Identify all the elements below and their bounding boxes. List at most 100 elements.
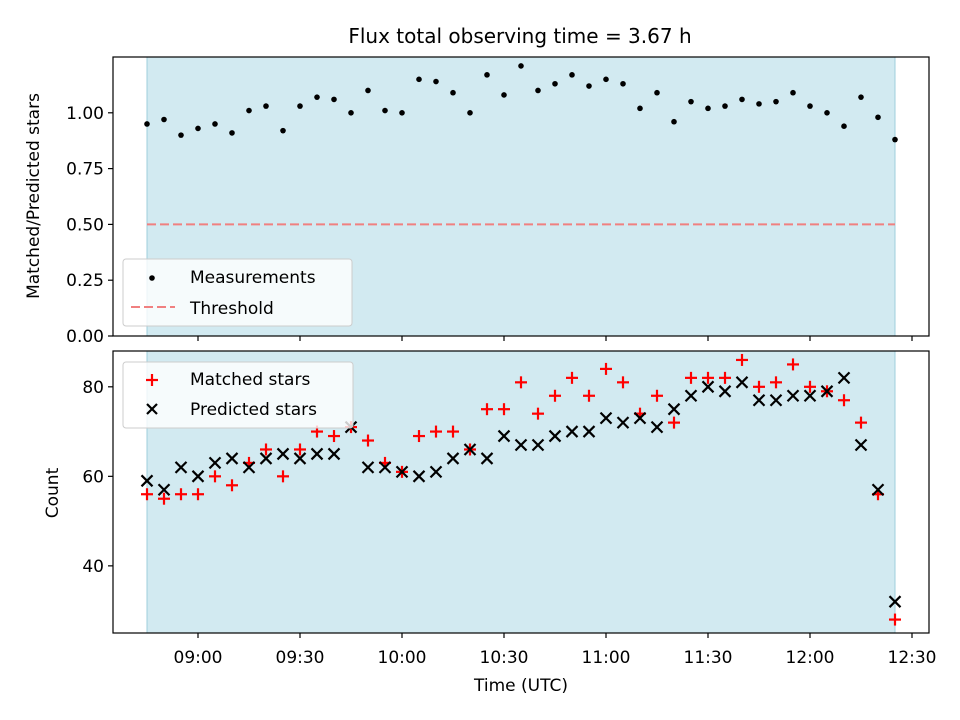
legend-matched-label: Matched stars xyxy=(190,370,310,390)
matched-star-point xyxy=(532,407,544,420)
matched-star-point xyxy=(260,443,272,456)
matched-star-point xyxy=(770,376,782,389)
predicted-star-point xyxy=(395,465,409,479)
measurement-point xyxy=(654,89,660,96)
measurement-point xyxy=(807,103,813,109)
predicted-star-point xyxy=(803,389,817,403)
top-x-ticks xyxy=(197,336,913,341)
matched-star-point xyxy=(838,394,850,407)
predicted-star-point xyxy=(650,420,664,434)
measurement-point xyxy=(875,114,881,121)
matched-star-point xyxy=(855,416,867,429)
measurement-point xyxy=(246,107,252,114)
predicted-star-point xyxy=(769,393,783,407)
predicted-star-point xyxy=(497,429,511,443)
measurement-point xyxy=(416,76,422,83)
matched-star-point xyxy=(600,362,612,375)
measurement-point xyxy=(144,121,150,127)
x-tick-label: 10:00 xyxy=(378,648,427,668)
predicted-star-point xyxy=(633,411,647,425)
predicted-star-point xyxy=(327,447,341,461)
measurement-point xyxy=(348,110,354,116)
legend-predicted-marker xyxy=(146,403,158,415)
matched-star-point xyxy=(685,371,697,384)
predicted-star-point xyxy=(599,411,613,425)
measurement-point xyxy=(229,130,235,136)
predicted-star-point xyxy=(140,474,154,488)
predicted-star-point xyxy=(786,389,800,403)
measurement-point xyxy=(790,89,796,96)
predicted-star-point xyxy=(208,456,222,470)
predicted-star-point xyxy=(871,483,885,497)
measurement-point xyxy=(773,98,779,105)
matched-star-point xyxy=(804,380,816,393)
measurement-point xyxy=(620,80,626,87)
matched-star-point xyxy=(651,389,663,402)
predicted-star-point xyxy=(667,402,681,416)
measurement-point xyxy=(722,103,728,109)
measurement-point xyxy=(892,136,898,143)
matched-star-point xyxy=(566,371,578,384)
chart-title: Flux total observing time = 3.67 h xyxy=(348,24,691,48)
matched-star-point xyxy=(787,358,799,371)
predicted-star-point xyxy=(463,443,477,456)
y-tick-label: 0.25 xyxy=(66,271,104,291)
predicted-star-point xyxy=(429,465,443,479)
measurement-point xyxy=(212,121,218,127)
predicted-star-point xyxy=(837,371,851,385)
measurement-point xyxy=(433,78,439,85)
predicted-star-point xyxy=(276,447,290,461)
top-y-ticks: 0.00 0.25 0.50 0.75 1.00 xyxy=(66,104,113,347)
measurement-point xyxy=(535,87,541,94)
y-tick-label: 60 xyxy=(82,467,104,487)
measurement-point xyxy=(484,72,490,78)
predicted-star-point xyxy=(480,452,494,465)
y-tick-label: 80 xyxy=(82,378,104,398)
x-axis-label: Time (UTC) xyxy=(473,676,568,696)
bottom-legend: Matched stars Predicted stars xyxy=(122,361,354,429)
matched-star-point xyxy=(328,430,340,443)
y-tick-label: 40 xyxy=(82,557,104,577)
measurement-point xyxy=(161,116,167,123)
predicted-star-point xyxy=(854,438,868,452)
legend-measurements-marker xyxy=(149,275,155,281)
x-tick-label: 12:30 xyxy=(888,648,937,668)
predicted-star-point xyxy=(548,429,562,443)
measurement-point xyxy=(518,63,524,69)
matched-star-point xyxy=(481,403,493,416)
predicted-star-point xyxy=(225,452,239,465)
x-tick-label: 12:00 xyxy=(786,648,835,668)
predicted-star-point xyxy=(820,385,834,398)
matched-star-point xyxy=(753,380,765,393)
measurement-point xyxy=(671,118,677,125)
predicted-star-point xyxy=(565,425,579,438)
x-tick-label: 11:30 xyxy=(684,648,733,668)
measurement-point xyxy=(263,103,269,109)
measurement-point xyxy=(297,103,303,109)
matched-star-point xyxy=(702,371,714,384)
measurement-point xyxy=(467,110,473,116)
legend-measurements-label: Measurements xyxy=(190,268,316,288)
y-tick-label: 1.00 xyxy=(66,104,104,124)
measurement-point xyxy=(382,107,388,114)
predicted-star-point xyxy=(361,461,375,474)
matched-star-point xyxy=(430,425,442,438)
measurement-point xyxy=(586,83,592,89)
y-tick-label: 0.75 xyxy=(66,160,104,180)
measurement-point xyxy=(552,80,558,87)
matched-star-point xyxy=(889,613,901,626)
measurement-point xyxy=(705,105,711,112)
matched-star-point xyxy=(583,389,595,402)
legend-threshold-label: Threshold xyxy=(189,299,274,319)
bottom-panel: 40 60 80 09:00 09:30 10:00 10:30 11:00 11:30 12:… xyxy=(43,350,937,696)
legend-predicted-label: Predicted stars xyxy=(190,400,317,420)
predicted-star-point xyxy=(174,461,188,474)
matched-star-point xyxy=(226,479,238,492)
predicted-star-point xyxy=(701,380,715,394)
predicted-star-point xyxy=(412,470,426,483)
matched-star-point xyxy=(668,416,680,429)
measurement-point xyxy=(637,105,643,112)
predicted-star-point xyxy=(735,376,749,389)
measurement-point xyxy=(569,72,575,78)
